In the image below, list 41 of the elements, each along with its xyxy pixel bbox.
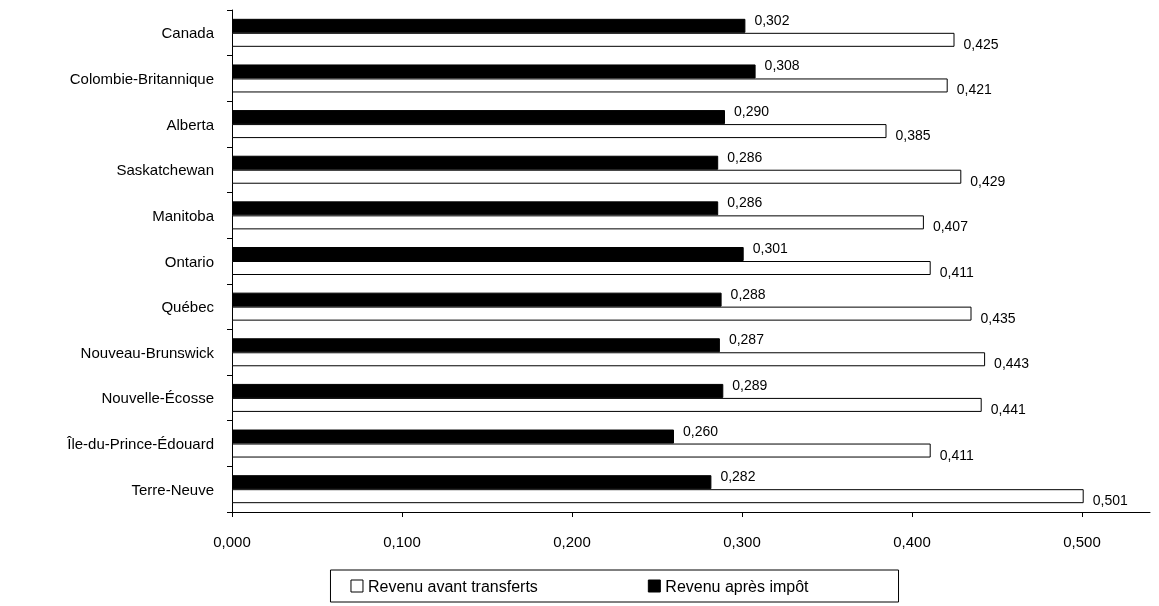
x-tick-label: 0,200 xyxy=(553,533,591,550)
data-label: 0,302 xyxy=(754,11,790,28)
y-tick-label: Manitoba xyxy=(152,206,215,224)
y-tick-label: Saskatchewan xyxy=(116,161,214,179)
y-tick-label: Nouvelle-Écosse xyxy=(101,389,214,407)
y-tick-label: Canada xyxy=(161,24,215,42)
y-tick-label: Terre-Neuve xyxy=(131,480,214,498)
data-label: 0,260 xyxy=(683,422,719,439)
y-tick-label: Colombie-Britannique xyxy=(69,69,214,87)
data-label: 0,429 xyxy=(970,172,1006,189)
data-label: 0,286 xyxy=(727,148,763,165)
data-label: 0,282 xyxy=(720,468,756,485)
y-tick-label: Île-du-Prince-Édouard xyxy=(66,435,214,453)
y-tick-label: Ontario xyxy=(164,252,214,270)
x-tick-label: 0,100 xyxy=(383,533,421,550)
x-tick-label: 0,300 xyxy=(723,533,761,550)
data-label: 0,443 xyxy=(994,355,1030,372)
data-label: 0,407 xyxy=(932,218,969,235)
data-label: 0,411 xyxy=(939,446,974,463)
data-label: 0,301 xyxy=(752,240,788,256)
legend-label: Revenu avant transferts xyxy=(367,577,538,595)
data-label: 0,421 xyxy=(956,81,992,98)
data-label: 0,286 xyxy=(727,194,763,211)
x-tick-label: 0,000 xyxy=(213,533,251,550)
y-tick-label: Alberta xyxy=(166,115,215,133)
data-label: 0,290 xyxy=(734,103,770,120)
y-tick-label: Nouveau-Brunswick xyxy=(80,343,215,361)
x-tick-label: 0,400 xyxy=(893,533,931,550)
data-label: 0,501 xyxy=(1092,492,1128,509)
y-tick-label: Québec xyxy=(161,298,215,316)
data-label: 0,287 xyxy=(728,331,765,348)
legend-label: Revenu après impôt xyxy=(665,577,810,595)
data-label: 0,425 xyxy=(963,35,999,52)
data-label: 0,289 xyxy=(732,376,768,393)
x-tick-label: 0,500 xyxy=(1063,533,1101,550)
data-label: 0,411 xyxy=(939,264,974,280)
data-label: 0,441 xyxy=(990,400,1026,417)
data-label: 0,308 xyxy=(764,57,800,74)
data-label: 0,288 xyxy=(730,285,766,302)
data-label: 0,435 xyxy=(980,309,1016,326)
data-label: 0,385 xyxy=(895,127,931,144)
